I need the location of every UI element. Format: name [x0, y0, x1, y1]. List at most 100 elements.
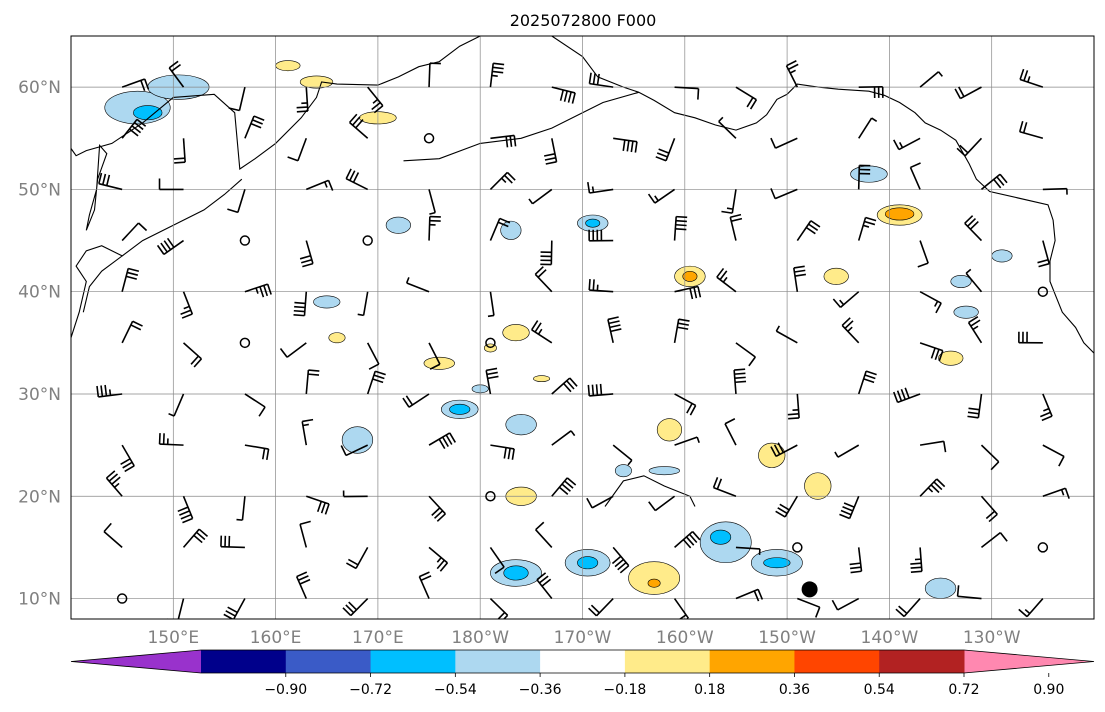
lon-tick-label: 170°W — [554, 628, 612, 648]
wind-barb — [489, 546, 505, 575]
wind-barb — [956, 585, 982, 600]
wind-barb — [770, 188, 798, 200]
anomaly-contour — [885, 207, 915, 221]
wind-barb — [718, 116, 737, 139]
wind-barb — [919, 342, 944, 362]
colorbar-tick-label: −0.72 — [349, 682, 392, 698]
wind-barb — [588, 229, 614, 242]
anomaly-contour — [614, 464, 632, 478]
anomaly-contour — [533, 375, 551, 383]
wind-barb — [716, 267, 737, 293]
wind-barb — [177, 495, 194, 524]
lon-tick-label: 160°E — [250, 628, 302, 648]
wind-barb — [796, 220, 821, 242]
wind-barb — [305, 179, 334, 191]
wind-barb — [1040, 393, 1053, 422]
japan-coast — [71, 245, 124, 338]
wind-barb — [536, 572, 553, 600]
wind-barb — [105, 470, 123, 497]
wind-barb — [173, 138, 186, 164]
wind-barb — [121, 320, 143, 344]
wind-barb — [120, 444, 135, 473]
wind-barb — [831, 597, 860, 611]
wind-barb — [735, 86, 758, 110]
wind-barb — [236, 496, 246, 521]
anomaly-contour — [682, 270, 698, 282]
anomaly-contour — [647, 578, 661, 588]
wind-barb — [954, 86, 982, 100]
wind-barb — [857, 164, 871, 190]
wind-barb — [182, 528, 209, 548]
wind-barb — [965, 268, 983, 293]
wind-barb — [428, 495, 446, 522]
anomaly-contour — [505, 414, 537, 436]
wind-barb — [366, 370, 386, 395]
wind-barb — [345, 168, 369, 191]
wind-barb — [967, 316, 983, 344]
colorbar-segment — [201, 650, 287, 673]
colorbar-segment — [285, 650, 372, 673]
wind-barb — [299, 240, 314, 268]
wind-barb — [613, 137, 638, 153]
colorbar-segment — [794, 650, 880, 673]
anomaly-contour — [656, 418, 683, 442]
wind-barb — [220, 535, 245, 549]
wind-barb — [367, 86, 384, 114]
storm-center-dot — [801, 581, 818, 598]
anomaly-contour — [648, 466, 680, 476]
colorbar-extend-high — [964, 650, 1094, 673]
wind-barb — [428, 432, 457, 450]
colorbar-tick-label: −0.36 — [519, 682, 562, 698]
hawaii-chain — [604, 475, 696, 507]
wind-barb — [1018, 120, 1044, 140]
anomaly-contour — [503, 565, 529, 581]
wind-barb — [735, 546, 761, 556]
wind-barb — [180, 291, 194, 319]
wind-barb — [167, 598, 185, 619]
wind-barb — [612, 444, 633, 466]
wind-barb — [296, 87, 309, 113]
wind-barb — [674, 436, 700, 446]
wind-barb — [712, 477, 737, 498]
wind-barb — [673, 598, 690, 619]
wind-barb — [919, 290, 942, 314]
map-frame — [70, 35, 1095, 620]
longitude-labels: 150°E 160°E 170°E 180°W 170°W 160°W 150°W 140°W… — [147, 628, 1020, 648]
lat-tick-label: 30°N — [18, 385, 61, 405]
wind-barb — [849, 547, 863, 574]
wind-barb — [893, 387, 921, 404]
wind-barb — [673, 318, 690, 343]
wind-barb — [775, 325, 798, 344]
anomaly-contour — [449, 403, 471, 415]
wind-barbs — [96, 60, 1070, 619]
wind-barb — [428, 215, 441, 241]
colorbar-outline — [70, 649, 1095, 674]
colorbar: −0.90 −0.72 −0.54 −0.36 −0.18 0.18 0.36 0.54 0.7… — [70, 649, 1095, 698]
anomaly-contour — [763, 557, 791, 569]
colorbar-segment — [624, 650, 711, 673]
wind-barb — [611, 546, 630, 574]
anomaly-contour — [275, 60, 301, 72]
wind-barb — [588, 597, 614, 617]
lon-tick-label: 180°W — [451, 628, 509, 648]
wind-barb — [980, 444, 1000, 471]
wind-barb — [299, 520, 311, 548]
lon-tick-label: 130°W — [963, 628, 1021, 648]
wind-barb — [287, 138, 308, 162]
lon-tick-label: 150°E — [147, 628, 199, 648]
wind-barb — [485, 337, 496, 349]
wind-barb — [121, 267, 140, 292]
wind-barb — [528, 188, 553, 205]
wind-barb — [964, 215, 983, 242]
wind-barb — [340, 444, 369, 457]
wind-barb — [244, 115, 265, 139]
wind-barb — [674, 530, 701, 549]
wind-barb — [839, 495, 860, 520]
wind-barb — [724, 418, 737, 446]
wind-barb — [841, 317, 860, 344]
lon-tick-label: 150°W — [758, 628, 816, 648]
wind-barb — [362, 235, 373, 246]
lat-tick-label: 50°N — [18, 180, 61, 200]
colorbar-tick-label: 0.54 — [864, 682, 895, 698]
